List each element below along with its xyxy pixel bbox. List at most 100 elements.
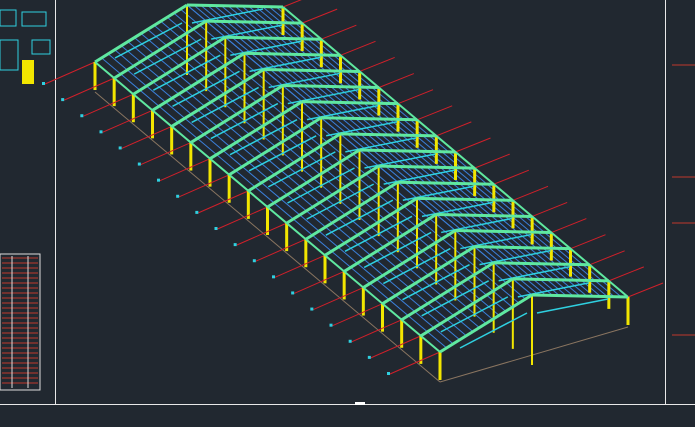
truss-web <box>325 199 394 236</box>
thumb-icon <box>31 39 51 55</box>
truss-model[interactable] <box>42 0 664 383</box>
rafter <box>397 180 494 186</box>
ground-line <box>94 91 441 383</box>
grid-axis <box>63 77 115 101</box>
axis-tag <box>348 339 352 343</box>
truss-web <box>133 38 202 75</box>
axis-tag <box>272 275 275 279</box>
grid-axis <box>397 89 434 105</box>
rafter <box>244 51 341 57</box>
truss-web <box>249 56 321 73</box>
axis-tag <box>367 355 371 359</box>
ground-line <box>439 326 629 383</box>
rafter <box>362 229 457 289</box>
rafter <box>209 100 303 160</box>
truss-web <box>287 167 355 204</box>
grid-axis <box>570 234 606 250</box>
grid-axis <box>627 282 664 298</box>
axis-tag <box>195 210 199 214</box>
truss-web <box>267 151 336 188</box>
rafter <box>493 261 590 267</box>
rafter <box>151 52 246 112</box>
eave-beam <box>282 6 629 298</box>
truss-web <box>344 215 413 252</box>
truss-web <box>114 22 183 59</box>
rafter <box>512 277 609 283</box>
scroll-marker[interactable] <box>355 402 365 405</box>
axis-tag <box>118 146 122 150</box>
grid-axis <box>512 185 549 201</box>
rafter <box>359 148 456 154</box>
thumb-sheet <box>0 253 41 391</box>
grid-axis <box>217 206 268 230</box>
truss-web <box>172 70 240 107</box>
rafter <box>400 261 495 322</box>
rafter <box>225 35 322 41</box>
truss-web <box>345 137 417 153</box>
grid-axis <box>455 137 491 153</box>
right-panel[interactable] <box>672 64 695 336</box>
truss-web <box>441 217 513 234</box>
rafter <box>285 164 380 225</box>
grid-axis <box>378 73 415 89</box>
truss-web <box>191 8 264 24</box>
eave-beam <box>94 61 441 353</box>
truss-web <box>459 312 528 349</box>
rafter <box>170 68 265 128</box>
rafter <box>324 197 418 257</box>
rafter <box>132 35 227 96</box>
grid-axis <box>121 125 172 149</box>
axis-tag <box>329 323 333 327</box>
thumb-icon <box>0 9 17 27</box>
axis-tag <box>61 98 65 102</box>
grid-axis <box>332 303 383 327</box>
grid-axis <box>340 40 376 56</box>
truss-web <box>210 102 279 140</box>
thumb-icon <box>21 11 47 27</box>
rafter <box>266 148 361 209</box>
rafter <box>94 3 188 64</box>
rafter <box>436 212 533 218</box>
sheet-lines <box>2 256 38 388</box>
truss-web <box>536 298 609 314</box>
truss-web <box>460 233 532 250</box>
truss-web <box>382 247 451 285</box>
rafter <box>282 84 379 90</box>
rafter <box>247 132 342 193</box>
truss-web <box>326 121 398 137</box>
axis-tag <box>80 114 84 118</box>
axis-tag <box>214 227 218 230</box>
grid-axis <box>493 169 530 185</box>
axis-tag <box>157 178 160 182</box>
rafter <box>343 213 437 273</box>
axis-tag <box>233 243 237 247</box>
truss-web <box>517 282 589 298</box>
grid-axis <box>351 319 402 343</box>
grid-axis <box>370 335 422 359</box>
truss-web <box>191 86 260 124</box>
truss-web <box>306 104 379 121</box>
rafter <box>190 84 284 144</box>
truss-web <box>268 72 340 89</box>
grid-axis <box>301 8 338 24</box>
grid-axis <box>102 109 153 133</box>
left-panel[interactable] <box>0 9 51 391</box>
grid-axis <box>474 153 510 169</box>
truss-web <box>211 24 283 40</box>
rafter <box>186 3 284 9</box>
grid-axis <box>436 121 472 137</box>
grid-axis <box>313 287 364 311</box>
rafter <box>531 293 629 299</box>
grid-axis <box>531 201 568 217</box>
grid-axis <box>140 142 192 166</box>
truss-web <box>230 40 302 56</box>
grid-axis <box>589 250 625 266</box>
axis-tag <box>387 372 390 375</box>
rafter <box>340 132 437 138</box>
rafter <box>381 245 476 305</box>
rafter <box>301 100 399 106</box>
grid-axis <box>551 218 587 234</box>
truss-web <box>402 264 470 301</box>
truss-web <box>287 88 359 105</box>
